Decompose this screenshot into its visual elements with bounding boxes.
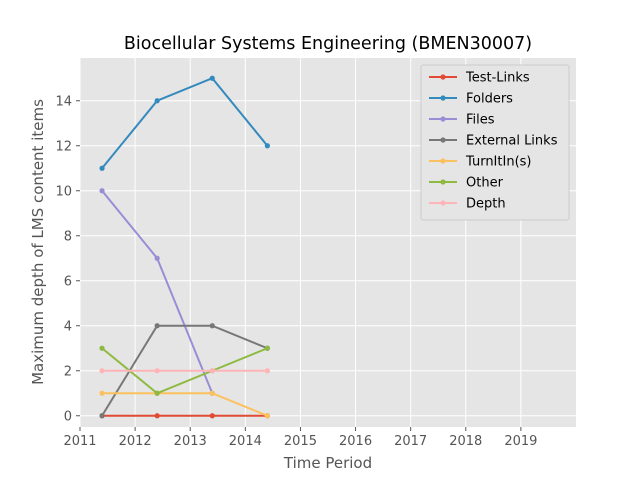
data-point: [99, 345, 105, 351]
legend-label: Other: [466, 176, 504, 191]
series-line: [101, 77, 269, 169]
x-tick-label: 2019: [504, 434, 537, 449]
data-point: [209, 75, 215, 81]
series-folders: [99, 75, 270, 171]
data-point: [154, 323, 160, 329]
data-point: [209, 413, 215, 419]
x-tick-label: 2013: [174, 434, 207, 449]
data-point: [209, 323, 215, 329]
data-point: [264, 143, 270, 149]
legend-label: Depth: [466, 197, 506, 212]
legend-label: External Links: [466, 134, 558, 149]
legend-item-depth: Depth: [429, 197, 506, 212]
y-tick-label: 8: [64, 229, 72, 244]
y-tick-label: 6: [64, 274, 72, 289]
x-axis: 2011 2012 2013 2014 2015 2016 2017 2018 2019: [63, 427, 537, 449]
legend-swatch-marker: [440, 158, 446, 164]
y-tick-label: 2: [64, 364, 72, 379]
data-point: [154, 390, 160, 396]
legend-swatch-marker: [440, 116, 446, 122]
data-point: [154, 368, 160, 374]
legend: Test-Links Folders Files External Links Turn…: [420, 64, 570, 221]
y-tick-label: 10: [55, 184, 72, 199]
legend-item-test-links: Test-Links: [429, 71, 530, 86]
chart-title: Biocellular Systems Engineering (BMEN300…: [124, 34, 532, 54]
legend-box: [420, 64, 570, 221]
legend-item-external-links: External Links: [429, 134, 558, 149]
legend-label: Files: [466, 113, 495, 128]
data-point: [209, 390, 215, 396]
x-axis-label: Time Period: [283, 454, 372, 472]
data-point: [209, 368, 215, 374]
data-point: [154, 413, 160, 419]
y-axis: 0 2 4 6 8 10 12 14: [55, 94, 80, 424]
x-tick-label: 2015: [284, 434, 317, 449]
legend-item-other: Other: [429, 176, 504, 191]
legend-item-folders: Folders: [429, 92, 513, 107]
legend-item-files: Files: [429, 113, 495, 128]
legend-label: TurnItIn(s): [465, 155, 531, 170]
data-point: [264, 368, 270, 374]
legend-swatch-marker: [440, 95, 446, 101]
y-axis-label: Maximum depth of LMS content items: [29, 99, 47, 385]
y-tick-label: 12: [55, 139, 72, 154]
x-tick-label: 2018: [449, 434, 482, 449]
data-point: [154, 98, 160, 104]
x-tick-label: 2017: [394, 434, 427, 449]
data-point: [99, 368, 105, 374]
x-tick-label: 2012: [119, 434, 152, 449]
data-point: [264, 413, 270, 419]
legend-item-turnitin-s: TurnItIn(s): [429, 155, 531, 170]
series-layer: [99, 75, 270, 419]
legend-swatch-marker: [440, 137, 446, 143]
legend-swatch-marker: [440, 200, 446, 206]
x-tick-label: 2011: [63, 434, 96, 449]
series-line: [102, 392, 268, 417]
x-tick-label: 2016: [339, 434, 372, 449]
data-point: [99, 413, 105, 419]
data-point: [99, 188, 105, 194]
legend-label: Folders: [466, 92, 513, 107]
y-tick-label: 14: [55, 94, 72, 109]
data-point: [264, 345, 270, 351]
data-point: [154, 255, 160, 261]
legend-swatch-marker: [440, 179, 446, 185]
y-tick-label: 4: [64, 319, 72, 334]
legend-label: Test-Links: [465, 71, 530, 86]
data-point: [99, 390, 105, 396]
legend-swatch-marker: [440, 74, 446, 80]
data-point: [99, 165, 105, 171]
series-depth: [99, 368, 270, 374]
y-tick-label: 0: [64, 409, 72, 424]
x-tick-label: 2014: [229, 434, 262, 449]
